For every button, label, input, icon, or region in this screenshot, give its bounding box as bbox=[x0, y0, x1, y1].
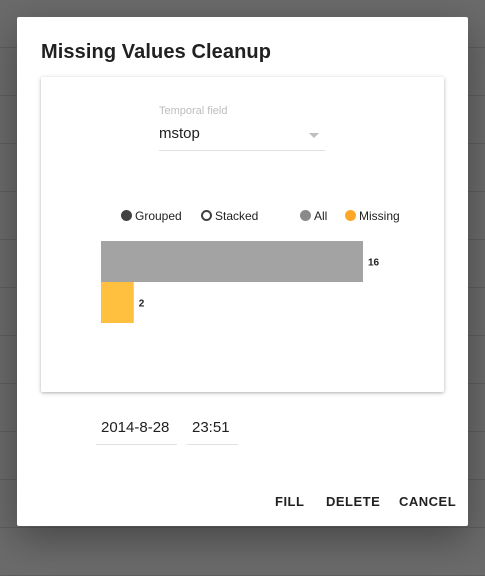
background-row bbox=[0, 480, 485, 528]
temporal-field-select[interactable]: mstop bbox=[159, 121, 325, 151]
radio-selected-icon bbox=[121, 210, 132, 221]
delete-button[interactable]: DELETE bbox=[326, 494, 381, 509]
legend-all-label: All bbox=[314, 209, 328, 223]
grouped-label: Grouped bbox=[135, 209, 182, 223]
date-value: 2014-8-28 bbox=[101, 419, 170, 436]
fill-button[interactable]: FILL bbox=[275, 494, 305, 509]
bar-chart: 16 2 bbox=[101, 241, 380, 323]
legend-missing[interactable]: Missing bbox=[345, 209, 400, 223]
stacked-radio[interactable]: Stacked bbox=[201, 209, 258, 223]
bar-value-label: 2 bbox=[139, 299, 145, 310]
cancel-button[interactable]: CANCEL bbox=[399, 494, 457, 509]
bar-value-label: 16 bbox=[368, 258, 380, 269]
dialog-title: Missing Values Cleanup bbox=[41, 41, 272, 63]
bar-all[interactable] bbox=[101, 241, 363, 282]
time-input[interactable]: 23:51 bbox=[187, 413, 238, 445]
time-value: 23:51 bbox=[192, 419, 230, 436]
legend-missing-label: Missing bbox=[359, 209, 400, 223]
bar-missing[interactable] bbox=[101, 282, 134, 323]
temporal-field-label: Temporal field bbox=[159, 105, 228, 117]
date-input[interactable]: 2014-8-28 bbox=[96, 413, 177, 445]
stacked-label: Stacked bbox=[215, 209, 259, 223]
grouped-radio[interactable]: Grouped bbox=[121, 209, 182, 223]
radio-unselected-icon bbox=[201, 210, 212, 221]
legend-swatch-icon bbox=[345, 210, 356, 221]
legend-all[interactable]: All bbox=[300, 209, 327, 223]
missing-values-dialog: Missing Values Cleanup Temporal field ms… bbox=[17, 17, 468, 526]
chart-card: Temporal field mstop Grouped Stacked All… bbox=[41, 77, 444, 392]
background-row bbox=[0, 528, 485, 576]
dropdown-arrow-icon bbox=[309, 133, 319, 138]
temporal-field-value: mstop bbox=[159, 125, 200, 142]
legend-swatch-icon bbox=[300, 210, 311, 221]
